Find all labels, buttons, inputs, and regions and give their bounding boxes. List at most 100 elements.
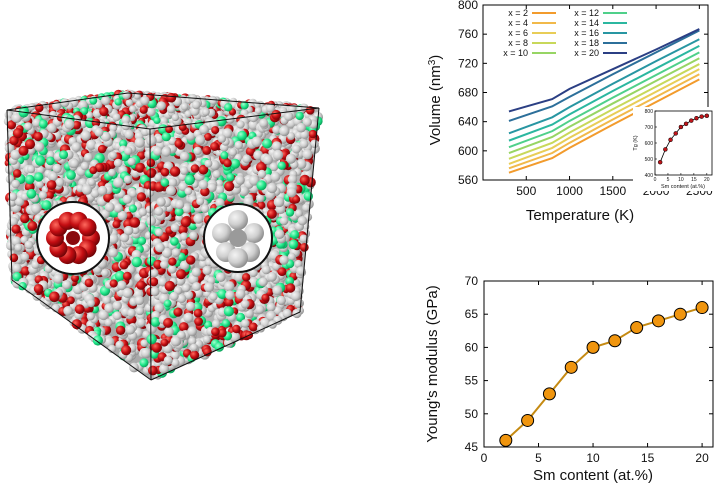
legend-label: x = 16 bbox=[574, 28, 599, 38]
inset-y-tick-label: 800 bbox=[645, 109, 654, 115]
y-tick-label: 680 bbox=[458, 86, 478, 100]
inset-y-tick-label: 600 bbox=[645, 141, 654, 147]
youngs-modulus-y-ticks: 45 50 55 60 65 70 bbox=[465, 274, 713, 454]
atom bbox=[191, 100, 201, 110]
atom bbox=[80, 107, 89, 116]
x-tick-label: 15 bbox=[641, 451, 655, 465]
inset-y-axis-label: Tg (K) bbox=[633, 135, 639, 150]
tg-point bbox=[704, 113, 710, 119]
inset-y-tick-label: 400 bbox=[645, 173, 654, 179]
modulus-point bbox=[564, 360, 578, 374]
atom bbox=[114, 98, 122, 106]
atom bbox=[171, 113, 180, 122]
modulus-point bbox=[695, 301, 709, 315]
atom-cube-render bbox=[3, 89, 323, 381]
x-tick-label: 1500 bbox=[599, 184, 626, 198]
tg-point bbox=[673, 131, 678, 136]
tg-point bbox=[683, 121, 689, 127]
atom bbox=[266, 103, 275, 113]
atom bbox=[166, 92, 177, 103]
inset-x-tick-label: 0 bbox=[654, 177, 657, 183]
y-tick-label: 45 bbox=[465, 440, 479, 454]
atom bbox=[156, 101, 166, 111]
x-tick-label: 10 bbox=[586, 451, 600, 465]
modulus-point bbox=[542, 387, 556, 401]
youngs-modulus-x-ticks: 0 5 10 15 20 bbox=[481, 281, 709, 465]
atom bbox=[129, 105, 137, 113]
legend-label: x = 18 bbox=[574, 38, 599, 48]
tg-inset-chart: 0 5 10 15 20 400 500 600 700 800 Sm content (at.… bbox=[633, 107, 716, 191]
tg-point bbox=[689, 118, 694, 123]
y-tick-label: 55 bbox=[465, 374, 479, 388]
atom bbox=[166, 104, 176, 114]
modulus-point bbox=[499, 433, 513, 447]
atom bbox=[147, 98, 157, 109]
atom bbox=[140, 95, 150, 106]
atom bbox=[184, 110, 192, 118]
atom bbox=[85, 111, 94, 119]
tg-point bbox=[694, 115, 699, 121]
modulus-point bbox=[586, 340, 600, 354]
atom bbox=[209, 96, 218, 106]
modulus-point bbox=[651, 314, 665, 328]
volume-temperature-chart: 5001000150020002500 56060064068072076080… bbox=[427, 0, 716, 224]
tg-point bbox=[699, 114, 704, 119]
atom bbox=[99, 106, 109, 117]
tg-point bbox=[657, 159, 663, 165]
y-tick-label: 560 bbox=[458, 173, 478, 187]
y-tick-label: 760 bbox=[458, 27, 478, 41]
atom bbox=[146, 107, 156, 117]
volume-series-line bbox=[508, 28, 700, 113]
y-tick-label: 60 bbox=[465, 340, 479, 354]
youngs-modulus-x-axis-label: Sm content (at.%) bbox=[533, 467, 653, 484]
volume-x-axis-label: Temperature (K) bbox=[526, 207, 634, 224]
youngs-modulus-plot-frame bbox=[483, 280, 714, 448]
legend-label: x = 10 bbox=[503, 48, 528, 58]
y-tick-label: 50 bbox=[465, 407, 479, 421]
y-tick-label: 70 bbox=[465, 274, 479, 288]
inset-y-tick-label: 700 bbox=[645, 125, 654, 131]
tg-point bbox=[663, 147, 668, 152]
modulus-point bbox=[608, 334, 622, 348]
atom bbox=[125, 99, 134, 107]
atom bbox=[139, 105, 148, 114]
atom bbox=[112, 113, 121, 122]
modulus-point bbox=[673, 307, 687, 321]
x-tick-label: 20 bbox=[695, 451, 709, 465]
volume-y-axis-label: Volume (nm3) bbox=[427, 55, 445, 146]
tg-point bbox=[678, 124, 684, 130]
inset-y-tick-label: 500 bbox=[645, 157, 654, 163]
modulus-line bbox=[505, 306, 703, 442]
legend-label: x = 14 bbox=[574, 18, 599, 28]
y-tick-label: 600 bbox=[458, 144, 478, 158]
youngs-modulus-y-axis-label: Young's modulus (GPa) bbox=[424, 285, 441, 442]
inset-x-tick-label: 5 bbox=[667, 177, 670, 183]
atom bbox=[101, 95, 111, 106]
x-tick-label: 0 bbox=[481, 451, 488, 465]
y-tick-label: 65 bbox=[465, 307, 479, 321]
modulus-point bbox=[521, 413, 535, 427]
modulus-point bbox=[630, 320, 644, 334]
x-tick-label: 5 bbox=[535, 451, 542, 465]
atom bbox=[180, 102, 189, 111]
inset-x-tick-label: 10 bbox=[678, 177, 684, 183]
x-tick-label: 500 bbox=[516, 184, 536, 198]
y-tick-label: 720 bbox=[458, 56, 478, 70]
atom bbox=[89, 96, 98, 105]
legend-label: x = 20 bbox=[574, 48, 599, 58]
y-tick-label: 800 bbox=[458, 0, 478, 12]
y-tick-label: 640 bbox=[458, 115, 478, 129]
atom bbox=[240, 101, 249, 110]
inset-x-axis-label: Sm content (at.%) bbox=[661, 184, 705, 190]
legend-label: x = 2 bbox=[508, 8, 528, 18]
inset-x-tick-label: 15 bbox=[691, 177, 697, 183]
atom bbox=[153, 116, 161, 124]
x-tick-label: 1000 bbox=[556, 184, 583, 198]
tg-point bbox=[668, 137, 673, 143]
legend-label: x = 4 bbox=[508, 18, 528, 28]
atom bbox=[121, 115, 131, 125]
legend-label: x = 6 bbox=[508, 28, 528, 38]
atom bbox=[60, 98, 70, 108]
